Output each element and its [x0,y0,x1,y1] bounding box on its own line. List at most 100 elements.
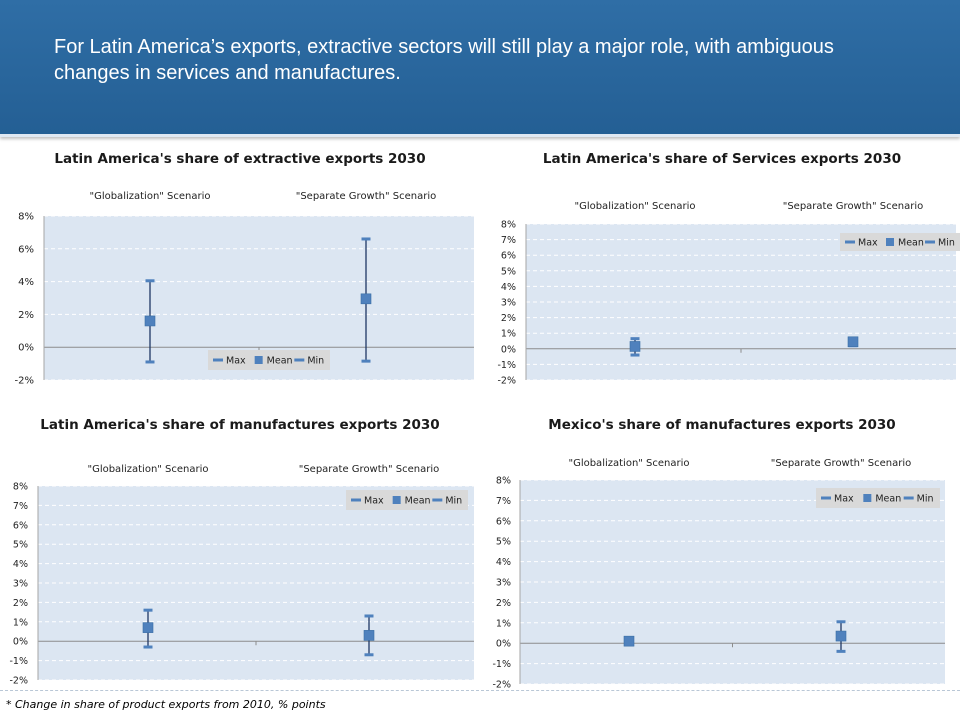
y-tick-label: 6% [501,251,516,262]
y-tick-label: 0% [496,639,511,650]
legend-box [840,233,960,251]
legend-swatch-min [432,498,443,502]
y-tick-label: 2% [496,598,511,609]
y-tick-label: 1% [496,618,511,629]
min-marker [630,353,640,357]
scenario-label: "Separate Growth" Scenario [771,458,912,469]
y-tick-label: 8% [501,220,516,231]
y-tick-label: -2% [15,376,34,386]
max-marker [145,279,155,283]
mean-marker [142,622,154,633]
y-tick-label: 7% [13,501,28,512]
y-tick-label: 3% [501,298,516,309]
legend-label: Max [226,356,246,367]
y-tick-label: 2% [18,310,34,321]
y-tick-label: 6% [496,516,511,527]
y-tick-label: 7% [501,235,516,246]
legend-swatch-max [821,496,831,500]
y-tick-label: -2% [493,680,512,691]
legend-swatch-mean [886,238,894,246]
footnote: * Change in share of product exports fro… [6,698,326,711]
y-tick-label: -1% [498,360,517,371]
legend-label: Max [364,496,384,507]
legend-swatch-mean [254,356,263,364]
y-tick-label: 8% [13,482,28,493]
mean-marker [835,630,847,642]
legend-swatch-mean [863,494,872,502]
y-tick-label: 4% [13,559,28,570]
y-tick-label: -1% [10,656,29,667]
chart-extractive: -2% 0% 2% 4% 6% 8% "Globalization" Scenario "Se… [15,191,474,386]
legend-swatch-min [903,496,914,500]
y-tick-label: 1% [13,617,28,628]
legend-swatch-max [213,358,223,362]
scenario-label: "Globalization" Scenario [87,464,208,475]
legend-label: Min [917,494,934,505]
legend-label: Mean [898,238,924,249]
chart-title-mexico-manufactures: Mexico's share of manufactures exports 2… [548,417,896,433]
max-marker [143,608,153,612]
y-tick-label: 5% [496,537,511,548]
scenario-label: "Globalization" Scenario [574,201,695,212]
y-tick-label: 0% [18,343,34,354]
legend-label: Mean [405,496,431,507]
y-tick-label: 0% [501,344,516,355]
y-tick-label: 7% [496,496,511,507]
legend-label: Max [834,494,854,505]
chart-title-extractive: Latin America's share of extractive expo… [54,151,426,167]
y-tick-label: 3% [496,578,511,589]
legend-swatch-mean [392,496,401,504]
header-banner: For Latin America’s exports, extractive … [0,0,960,137]
y-tick-label: 4% [501,282,516,293]
legend-label: Min [938,238,955,249]
y-tick-label: 1% [501,329,516,340]
y-tick-label: 4% [496,557,511,568]
mean-marker [144,315,156,327]
scenario-label: "Separate Growth" Scenario [299,464,440,475]
legend-box [346,490,468,510]
y-tick-label: 8% [496,476,511,487]
y-tick-label: -2% [10,676,29,687]
legend-label: Mean [267,356,293,367]
y-tick-label: 2% [501,313,516,324]
y-tick-label: 4% [18,277,34,288]
legend-swatch-max [845,240,855,244]
chart-title-la-manufactures: Latin America's share of manufactures ex… [40,417,440,433]
max-marker [364,614,374,618]
min-marker [143,645,153,649]
legend-swatch-min [925,240,935,244]
y-tick-label: 3% [13,579,28,590]
y-tick-label: 6% [18,244,34,255]
mean-marker [363,630,375,641]
legend-swatch-max [351,498,361,502]
legend-label: Max [858,238,878,249]
chart-la-manufactures: -2% -1% 0% 1% 2% 3% 4% 5% 6% 7% 8% "Globalization" … [10,464,474,687]
y-tick-label: 8% [18,212,34,223]
mean-marker [847,336,859,348]
y-tick-label: 5% [501,266,516,277]
y-tick-label: 0% [13,637,28,648]
legend-label: Mean [875,494,901,505]
mean-marker [623,635,635,647]
footer-divider [0,690,960,691]
y-tick-label: -2% [498,376,517,387]
y-tick-label: 6% [13,520,28,531]
max-marker [836,620,846,624]
scenario-label: "Globalization" Scenario [89,191,210,202]
chart-mexico-manufactures: -2% -1% 0% 1% 2% 3% 4% 5% 6% 7% 8% "Globalization" … [493,458,945,691]
legend-swatch-min [294,358,305,362]
scenario-label: "Separate Growth" Scenario [296,191,437,202]
legend-box [816,488,940,508]
min-marker [836,649,846,653]
max-marker [361,237,371,241]
chart-services: -2% -1% 0% 1% 2% 3% 4% 5% 6% 7% 8% "Globalization" … [498,201,960,387]
chart-title-services: Latin America's share of Services export… [542,151,902,167]
y-tick-label: 2% [13,598,28,609]
max-marker [630,337,640,341]
page-title: For Latin America’s exports, extractive … [54,36,834,84]
scenario-label: "Separate Growth" Scenario [783,201,924,212]
y-tick-label: -1% [493,659,512,670]
min-marker [145,360,155,364]
legend-box [208,350,330,370]
min-marker [361,359,371,363]
